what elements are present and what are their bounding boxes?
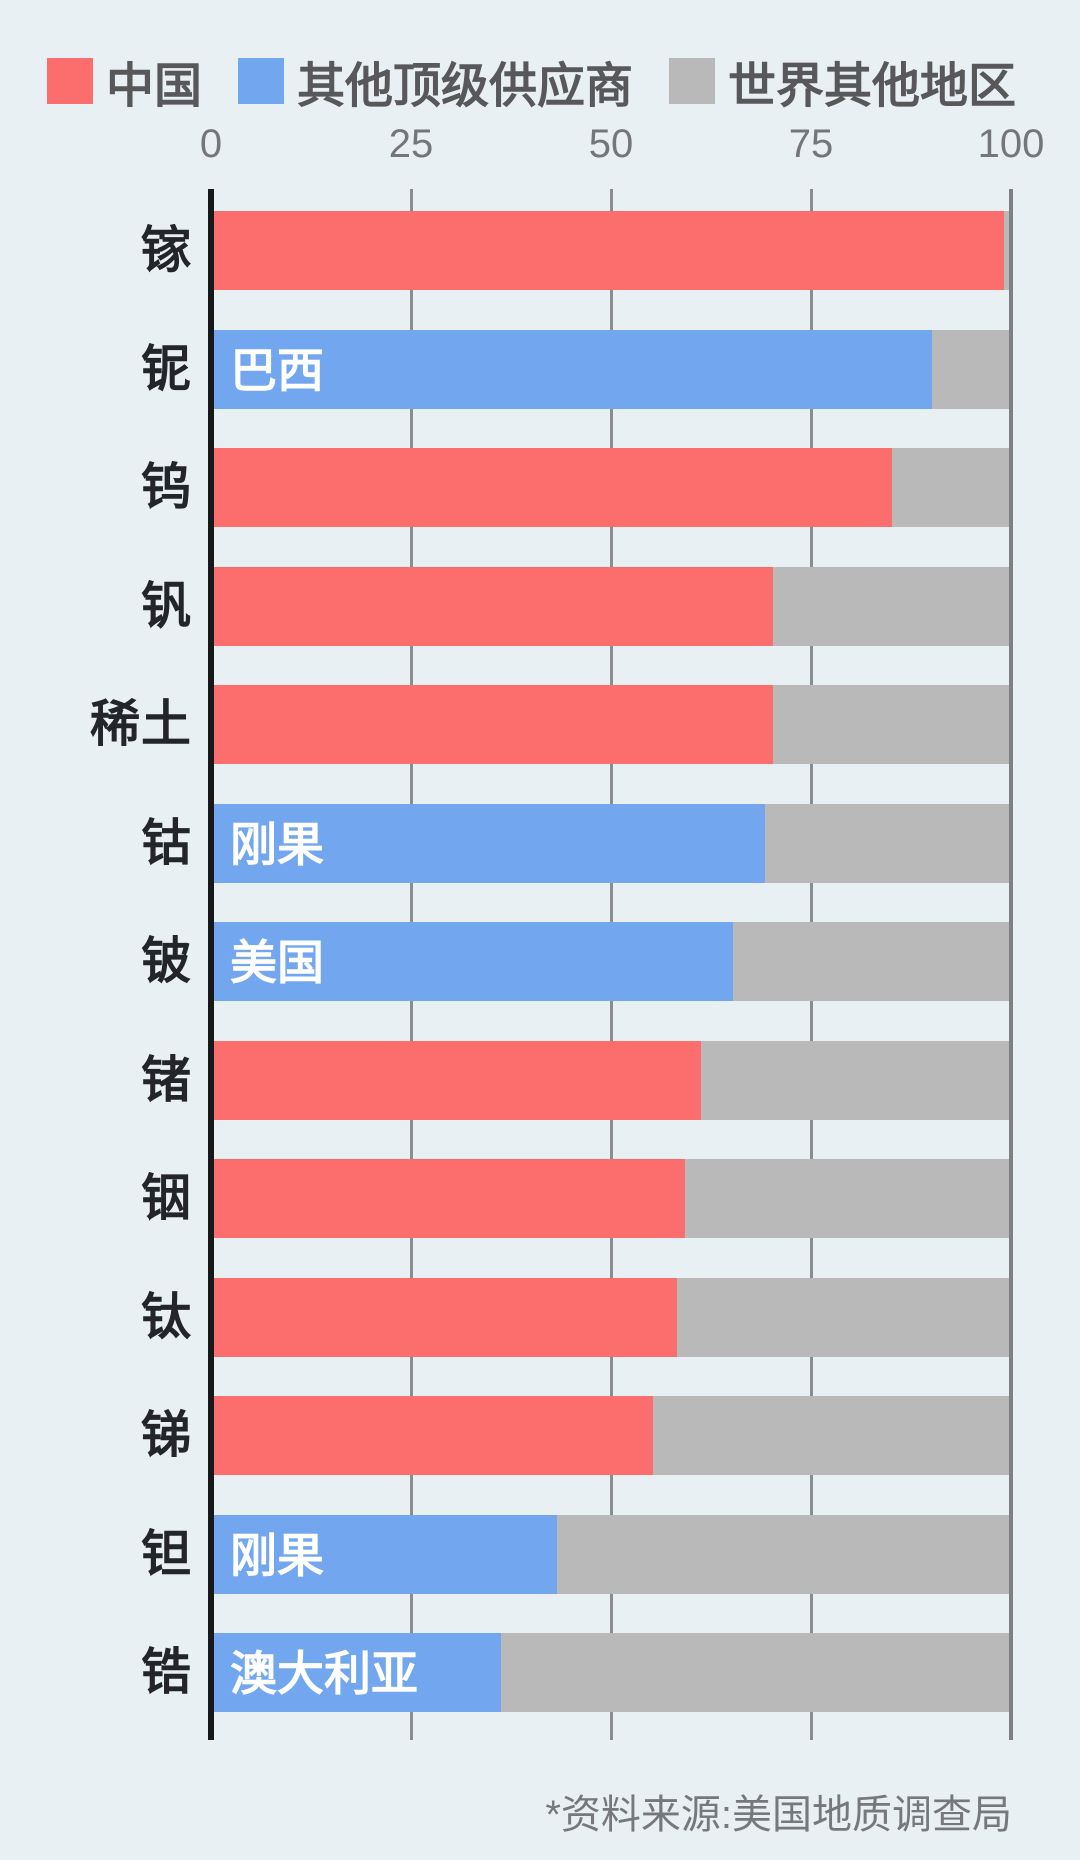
- bar-row-indium: 铟: [0, 1159, 1080, 1238]
- bar-track: [214, 211, 1012, 290]
- legend-label-other-top-supplier: 其他顶级供应商: [297, 60, 634, 113]
- legend-swatch-other-top-supplier: [238, 58, 285, 104]
- bar-supplier-label: 美国: [230, 936, 324, 989]
- category-label: 钴: [141, 814, 192, 871]
- bar-fill: [214, 566, 773, 646]
- x-axis-tick-label-25: 25: [388, 122, 434, 166]
- category-label: 锗: [141, 1051, 192, 1108]
- bar-fill: [214, 1277, 677, 1357]
- bar-row-tantalum: 钽 刚果: [0, 1514, 1080, 1594]
- x-axis-tick-label-100: 100: [977, 122, 1045, 166]
- category-label: 钛: [141, 1288, 192, 1345]
- bar-row-beryllium: 铍 美国: [0, 922, 1080, 1001]
- bar-fill: [214, 1040, 701, 1120]
- bar-fill: [214, 211, 1005, 290]
- bar-row-germanium: 锗: [0, 1040, 1080, 1120]
- category-label: 钽: [141, 1525, 192, 1582]
- bar-fill: [214, 1396, 653, 1475]
- source-note: *资料来源:美国地质调查局: [545, 1793, 1012, 1837]
- bar-track: [214, 566, 1012, 646]
- x-axis-tick-label-50: 50: [588, 122, 634, 166]
- bar-row-vanadium: 钒: [0, 566, 1080, 646]
- bar-track: 刚果: [214, 1514, 1012, 1594]
- x-axis-tick-label-0: 0: [199, 122, 223, 166]
- category-label: 铍: [141, 933, 192, 989]
- bar-supplier-label: 巴西: [230, 343, 324, 397]
- category-label: 铟: [141, 1170, 192, 1226]
- bar-track: [214, 448, 1012, 527]
- bar-supplier-label: 刚果: [230, 817, 324, 871]
- bar-track: [214, 1040, 1012, 1120]
- bar-fill: [214, 685, 773, 764]
- category-label: 稀土: [90, 696, 192, 752]
- category-label: 锑: [141, 1407, 192, 1463]
- bar-row-antimony: 锑: [0, 1396, 1080, 1475]
- legend-item-other-top-supplier: 其他顶级供应商: [238, 46, 633, 116]
- legend-label-china: 中国: [106, 60, 203, 113]
- bar-fill: 刚果: [214, 1514, 558, 1594]
- bar-supplier-label: 澳大利亚: [230, 1647, 418, 1700]
- bar-track: [214, 1159, 1012, 1238]
- category-label: 钒: [141, 577, 192, 634]
- category-label: 镓: [141, 222, 192, 278]
- bar-row-gallium: 镓: [0, 211, 1080, 290]
- bar-track: [214, 685, 1012, 764]
- legend-swatch-china: [47, 58, 93, 104]
- bar-row-zirconium: 锆 澳大利亚: [0, 1633, 1080, 1712]
- bar-row-niobium: 铌 巴西: [0, 329, 1080, 409]
- category-label: 铌: [141, 340, 192, 397]
- x-axis-tick-label-75: 75: [788, 122, 834, 166]
- bar-row-tungsten: 钨: [0, 448, 1080, 527]
- category-label: 锆: [141, 1644, 192, 1700]
- bar-track: 刚果: [214, 803, 1012, 883]
- legend-item-rest-of-world: 世界其他地区: [669, 46, 1016, 116]
- bar-row-cobalt: 钴 刚果: [0, 803, 1080, 883]
- legend-item-china: 中国: [47, 46, 202, 116]
- bar-fill: [214, 1159, 685, 1238]
- bar-track: 美国: [214, 922, 1012, 1001]
- bar-track: 澳大利亚: [214, 1633, 1012, 1712]
- bar-fill: 刚果: [214, 803, 765, 883]
- bar-row-rare-earths: 稀土: [0, 685, 1080, 764]
- bar-supplier-label: 刚果: [230, 1528, 324, 1582]
- legend-swatch-rest-of-world: [669, 58, 716, 104]
- y-axis-line: [208, 189, 214, 1740]
- legend: 中国 其他顶级供应商 世界其他地区: [47, 46, 1016, 116]
- gridline-100: [1009, 189, 1013, 1740]
- bar-rows: 镓 铌 巴西 钨 钒 稀土: [0, 211, 1080, 1712]
- bar-track: 巴西: [214, 329, 1012, 409]
- bar-row-titanium: 钛: [0, 1277, 1080, 1357]
- bar-fill: 澳大利亚: [214, 1633, 502, 1712]
- bar-track: [214, 1277, 1012, 1357]
- bar-track: [214, 1396, 1012, 1475]
- category-label: 钨: [141, 459, 192, 515]
- bar-fill: [214, 448, 893, 527]
- bar-fill: 美国: [214, 922, 733, 1001]
- legend-label-rest-of-world: 世界其他地区: [728, 60, 1017, 113]
- bar-fill: 巴西: [214, 329, 933, 409]
